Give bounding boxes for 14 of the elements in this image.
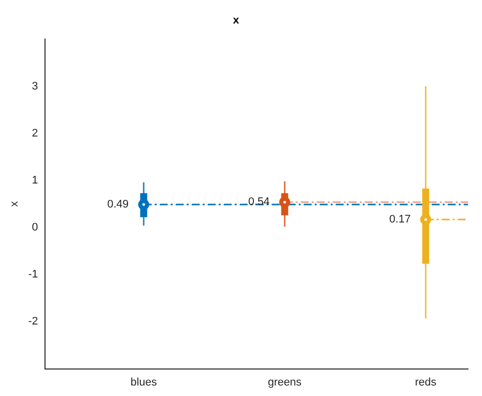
y-tick-label: -2 [28,316,38,328]
y-tick-label: 3 [32,80,38,92]
text: 0.54 [248,196,270,208]
text: 0.17 [389,214,411,226]
y-tick-label: 0 [32,222,38,234]
y-tick-label: 1 [32,174,38,186]
y-tick-label: -1 [28,268,38,281]
y-tick-label: 2 [32,127,38,140]
x-tick-label: blues [130,376,158,388]
chart-title: x [232,14,240,27]
y-axis-title: x [8,200,21,207]
text: 0.49 [107,198,129,210]
x-tick-label: greens [268,376,302,388]
x-tick-label: reds [414,376,437,388]
